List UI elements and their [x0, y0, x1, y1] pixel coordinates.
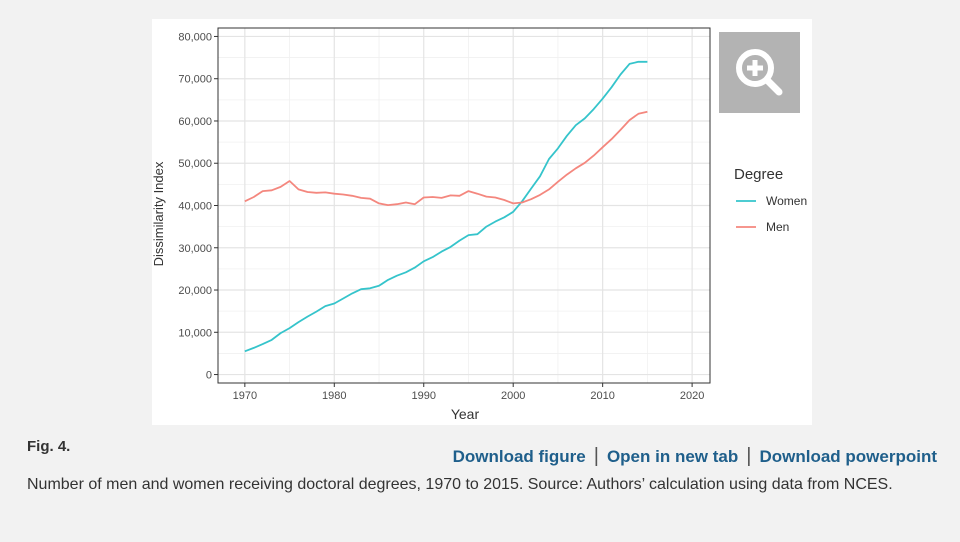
y-tick-label: 70,000 — [178, 74, 212, 86]
x-tick-label: 1980 — [322, 390, 346, 402]
y-tick-label: 20,000 — [178, 285, 212, 297]
figure-frame: 1970 1980 1990 2000 2010 2020 0 10,000 20,000 30,… — [152, 19, 812, 425]
y-tick-label: 30,000 — [178, 243, 212, 255]
series-line-men — [244, 110, 648, 207]
figure-caption: Number of men and women receiving doctor… — [27, 476, 893, 493]
chart: 1970 1980 1990 2000 2010 2020 0 10,000 20,000 30,… — [152, 27, 807, 422]
grid — [218, 28, 710, 383]
link-separator: | — [593, 445, 599, 467]
y-tick-label: 10,000 — [178, 327, 212, 339]
figure-label: Fig. 4. — [27, 438, 71, 455]
y-tick-label: 80,000 — [178, 31, 212, 43]
x-tick-label: 2000 — [501, 390, 525, 402]
y-tick-label: 50,000 — [178, 158, 212, 170]
axes: 1970 1980 1990 2000 2010 2020 0 10,000 20,000 30,… — [178, 31, 704, 402]
legend-label-men: Men — [766, 220, 789, 234]
legend: Degree Women Men — [734, 166, 807, 234]
y-tick-label: 60,000 — [178, 116, 212, 128]
x-tick-label: 1990 — [412, 390, 436, 402]
figure-links: Download figure | Open in new tab | Down… — [453, 445, 937, 468]
link-separator: | — [746, 445, 752, 467]
y-axis-title: Dissimilarity Index — [152, 161, 166, 266]
download-figure-link[interactable]: Download figure — [452, 446, 586, 466]
y-tick-label: 0 — [206, 370, 212, 382]
x-tick-label: 2010 — [590, 390, 614, 402]
zoom-button[interactable] — [719, 32, 800, 113]
legend-label-women: Women — [766, 194, 807, 208]
x-tick-label: 2020 — [680, 390, 704, 402]
legend-title: Degree — [734, 166, 783, 183]
x-tick-label: 1970 — [233, 390, 257, 402]
open-in-new-tab-link[interactable]: Open in new tab — [606, 446, 739, 466]
series-line-women — [244, 60, 648, 353]
x-axis-title: Year — [451, 406, 480, 422]
series-layer — [244, 60, 648, 353]
download-powerpoint-link[interactable]: Download powerpoint — [759, 446, 937, 466]
zoom-in-icon — [736, 49, 783, 96]
y-tick-label: 40,000 — [178, 201, 212, 213]
